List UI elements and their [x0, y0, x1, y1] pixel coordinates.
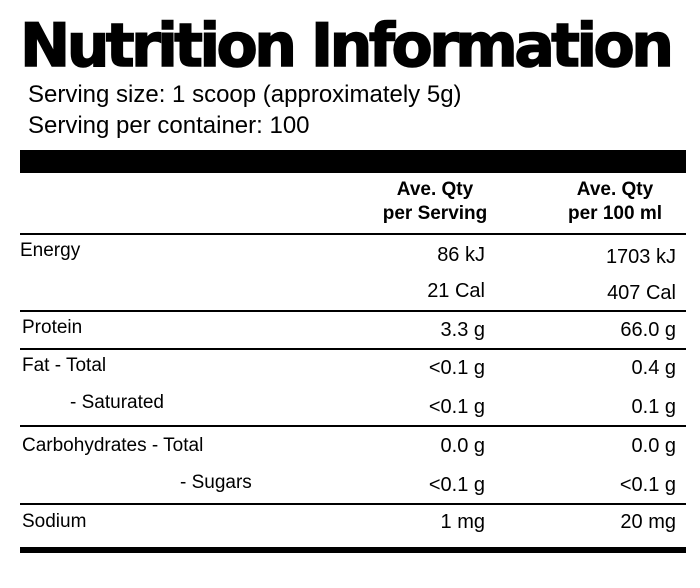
- value-sodium-100ml: 20 mg: [620, 511, 676, 533]
- column-header-line: per Serving: [382, 203, 488, 224]
- row-label-fat-total: Fat - Total: [22, 355, 107, 376]
- row-label-sodium: Sodium: [22, 511, 87, 532]
- column-header-per-serving: Ave. Qty per Serving: [365, 178, 505, 226]
- value-fat-total-serving: <0.1 g: [428, 357, 485, 379]
- value-sodium-serving: 1 mg: [440, 511, 485, 533]
- row-divider: [20, 348, 686, 350]
- column-header-line: Ave. Qty: [576, 179, 654, 200]
- footer-bar: [20, 547, 686, 553]
- row-divider: [20, 310, 686, 312]
- serving-size: Serving size: 1 scoop (approximately 5g): [28, 81, 462, 108]
- value-protein-serving: 3.3 g: [440, 319, 485, 341]
- row-label-energy: Energy: [20, 240, 81, 261]
- row-label-protein: Protein: [22, 317, 83, 338]
- header-bar: [20, 150, 686, 173]
- value-saturated-serving: <0.1 g: [428, 396, 485, 418]
- column-header-line: Ave. Qty: [396, 179, 474, 200]
- panel-title: Nutrition Information: [19, 10, 674, 82]
- value-energy-kj-serving: 86 kJ: [437, 244, 485, 266]
- value-sugars-100ml: <0.1 g: [619, 474, 676, 496]
- value-sugars-serving: <0.1 g: [428, 474, 485, 496]
- column-header-per-100ml: Ave. Qty per 100 ml: [550, 178, 680, 226]
- value-carbs-total-serving: 0.0 g: [440, 435, 485, 457]
- row-label-sugars: - Sugars: [180, 472, 252, 493]
- row-divider: [20, 425, 686, 427]
- row-label-saturated: - Saturated: [70, 392, 164, 413]
- row-divider: [20, 503, 686, 505]
- column-header-line: per 100 ml: [568, 203, 662, 224]
- value-carbs-total-100ml: 0.0 g: [631, 435, 676, 457]
- value-saturated-100ml: 0.1 g: [631, 396, 676, 418]
- row-divider: [20, 233, 686, 235]
- value-energy-kj-100ml: 1703 kJ: [605, 246, 676, 268]
- value-protein-100ml: 66.0 g: [620, 319, 676, 341]
- value-fat-total-100ml: 0.4 g: [631, 357, 676, 379]
- servings-per-container: Serving per container: 100: [28, 112, 310, 139]
- row-label-carbohydrates-total: Carbohydrates - Total: [22, 435, 204, 456]
- value-energy-cal-serving: 21 Cal: [427, 280, 485, 302]
- value-energy-cal-100ml: 407 Cal: [607, 282, 676, 304]
